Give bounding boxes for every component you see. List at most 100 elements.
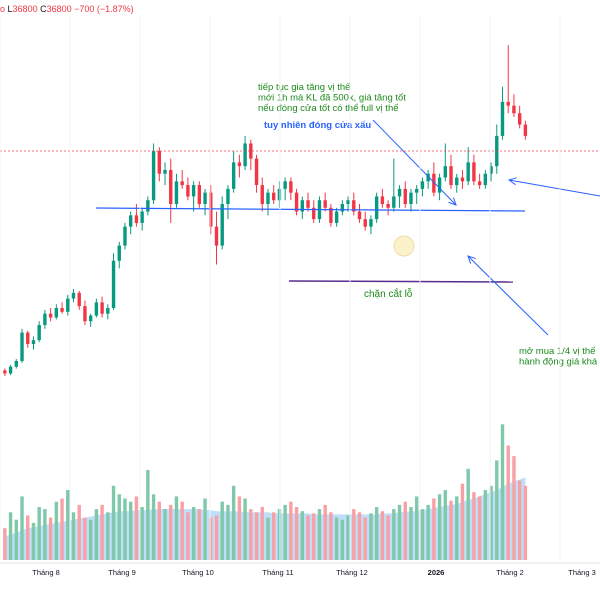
candle-body <box>352 200 356 212</box>
volume-bar <box>157 501 161 560</box>
volume-bar <box>37 507 41 560</box>
volume-bar <box>380 511 385 560</box>
volume-bar <box>403 501 407 560</box>
candle-body <box>106 308 110 314</box>
candle-body <box>357 211 362 220</box>
candle-body <box>20 332 24 361</box>
candle-body <box>397 188 402 197</box>
volume-bar <box>123 498 127 560</box>
volume-bar <box>363 517 367 560</box>
candle-body <box>254 158 259 186</box>
volume-bar <box>517 480 522 560</box>
volume-bar <box>249 509 253 560</box>
volume-bar <box>312 513 316 560</box>
annotation-add-position: tiếp tục gia tăng vị thế mới 1h mà KL đã … <box>258 82 406 114</box>
candle-body <box>37 325 41 341</box>
candle-body <box>443 166 447 178</box>
highlight-circle <box>393 235 415 257</box>
volume-bar <box>449 500 453 560</box>
volume-bar <box>512 456 516 560</box>
volume-bar <box>146 469 150 560</box>
candle-body <box>260 185 264 204</box>
arrow-to-entry-head <box>467 255 476 264</box>
candle-body <box>449 166 453 186</box>
arrow-to-breakout-head <box>448 197 457 206</box>
volume-bar <box>489 485 493 560</box>
low-label: L <box>7 4 13 14</box>
ohlc-legend: o L36800 C36800 −700 (−1.87%) <box>0 4 134 14</box>
candle-body <box>8 366 13 374</box>
volume-bar <box>169 504 173 560</box>
x-tick-label: Tháng 12 <box>336 568 368 577</box>
volume-layer <box>3 424 528 560</box>
stop-loss-line <box>288 280 514 283</box>
volume-bar <box>197 509 202 560</box>
volume-bar <box>231 485 236 560</box>
volume-bar <box>409 507 413 560</box>
volume-bar <box>415 496 419 560</box>
volume-bar <box>151 494 156 560</box>
candle-body <box>203 192 207 204</box>
candle-body <box>460 177 465 182</box>
candle-body <box>77 292 81 307</box>
volume-bar <box>180 501 184 560</box>
volume-bar <box>420 509 425 560</box>
volume-bar <box>54 501 59 560</box>
candle-body <box>100 302 104 314</box>
volume-bar <box>186 512 190 560</box>
candle-body <box>380 196 385 204</box>
volume-bar <box>495 460 499 560</box>
volume-bar <box>323 504 327 560</box>
arrow-to-spike-head <box>507 177 517 186</box>
volume-bar <box>14 519 18 560</box>
candle-body <box>266 192 270 204</box>
volume-bar <box>392 509 396 560</box>
volume-bar <box>209 517 213 560</box>
volume-ma-area <box>4 477 526 560</box>
candle-body <box>300 200 304 212</box>
candle-body <box>369 219 373 227</box>
candle-body <box>88 315 93 322</box>
candle-body <box>117 245 121 261</box>
candle-body <box>334 211 339 223</box>
candle-body <box>403 188 407 204</box>
candle-body <box>66 298 70 312</box>
candle-body <box>243 143 247 167</box>
volume-bar <box>460 483 465 560</box>
annotation-stop-loss: chặn cắt lỗ <box>364 287 413 300</box>
volume-bar <box>397 504 402 560</box>
candle-body <box>432 173 436 193</box>
volume-bar <box>283 504 287 560</box>
arrow-to-breakout <box>372 119 457 206</box>
volume-bar <box>455 496 459 560</box>
low-value: 36800 <box>12 4 38 14</box>
volume-bar <box>83 517 87 560</box>
volume-bar <box>254 512 259 560</box>
candle-body <box>237 162 242 167</box>
candle-body <box>517 113 522 125</box>
x-tick-label: Tháng 3 <box>568 568 596 577</box>
volume-bar <box>477 496 482 560</box>
volume-bar <box>77 504 81 560</box>
volume-bar <box>334 517 339 560</box>
candle-body <box>437 177 442 193</box>
volume-bar <box>329 512 333 560</box>
candle-body <box>283 181 287 189</box>
candle-body <box>363 219 367 227</box>
close-label: C <box>40 4 47 14</box>
volume-bar <box>226 504 230 560</box>
volume-bar <box>300 511 304 560</box>
candle-body <box>197 185 202 204</box>
candle-body <box>386 204 390 208</box>
volume-bar <box>203 498 207 560</box>
volume-bar <box>317 509 322 560</box>
candle-body <box>146 200 150 212</box>
candle-body <box>151 151 156 201</box>
neckline <box>95 207 526 212</box>
candle-body <box>472 162 476 182</box>
candle-body <box>477 181 482 186</box>
volume-bar <box>369 513 373 560</box>
x-tick-label: Tháng 11 <box>262 568 293 577</box>
candle-body <box>191 185 196 197</box>
